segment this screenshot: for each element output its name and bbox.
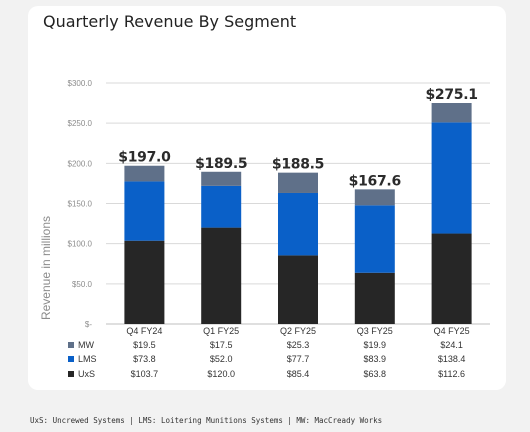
x-tick-label: Q1 FY25 [203,326,239,336]
bar-uxs [431,233,472,324]
footnote: UxS: Uncrewed Systems | LMS: Loitering M… [30,416,383,425]
table-cell: $83.9 [364,354,387,364]
bar-mw [278,172,318,193]
bar-mw [354,189,395,206]
total-label: $188.5 [272,157,324,173]
bar-mw [124,165,165,182]
y-tick-label: $200.0 [68,159,93,168]
bar-lms [201,185,242,228]
total-label: $197.0 [118,150,171,166]
total-label: $167.6 [349,173,401,189]
bar-mw [201,171,242,186]
legend-label-uxs: UxS [78,369,95,379]
y-tick-label: $300.0 [68,79,93,88]
y-tick-label: $100.0 [68,240,93,249]
bar-lms [431,122,472,234]
table-cell: $77.7 [287,354,310,364]
table-cell: $73.8 [133,354,156,364]
legend-swatch-lms [68,356,74,362]
chart-card: Quarterly Revenue By Segment [28,6,506,390]
stacked-bar-chart: $- $50.0 $100.0 $150.0 $200.0 $250.0 $300.0 Rev… [39,79,490,379]
legend-label-lms: LMS [78,354,97,364]
table-cell: $103.7 [131,369,159,379]
total-label: $189.5 [195,156,247,172]
table-cell: $52.0 [210,354,233,364]
table-cell: $19.9 [364,340,387,350]
y-tick-label: $250.0 [68,119,93,128]
bar-lms [124,181,165,241]
x-tick-label: Q4 FY25 [434,326,470,336]
bar-mw [431,103,472,123]
table-cell: $17.5 [210,340,233,350]
bar-lms [354,205,395,273]
table-cell: $25.3 [287,340,310,350]
x-tick-label: Q3 FY25 [357,326,393,336]
table-cell: $112.6 [438,369,465,379]
table-cell: $24.1 [440,340,463,350]
table-cell: $120.0 [207,369,235,379]
x-tick-label: Q2 FY25 [280,326,316,336]
bar-uxs [124,240,165,324]
total-label: $275.1 [425,87,477,103]
bar-uxs [201,227,242,324]
bar-lms [278,192,318,256]
chart-title: Quarterly Revenue By Segment [43,12,297,31]
y-tick-label: $50.0 [72,280,93,289]
table-cell: $63.8 [364,369,387,379]
table-cell: $138.4 [438,354,466,364]
legend-label-mw: MW [78,340,94,350]
table-cell: $19.5 [133,340,156,350]
y-tick-label: $- [85,320,92,329]
bar-uxs [354,272,395,324]
legend-swatch-uxs [68,371,74,377]
y-tick-label: $150.0 [68,200,93,209]
legend-swatch-mw [68,342,74,348]
x-tick-label: Q4 FY24 [126,326,162,336]
y-axis-label: Revenue in millions [39,216,53,320]
table-cell: $85.4 [287,369,310,379]
bar-uxs [278,255,318,324]
